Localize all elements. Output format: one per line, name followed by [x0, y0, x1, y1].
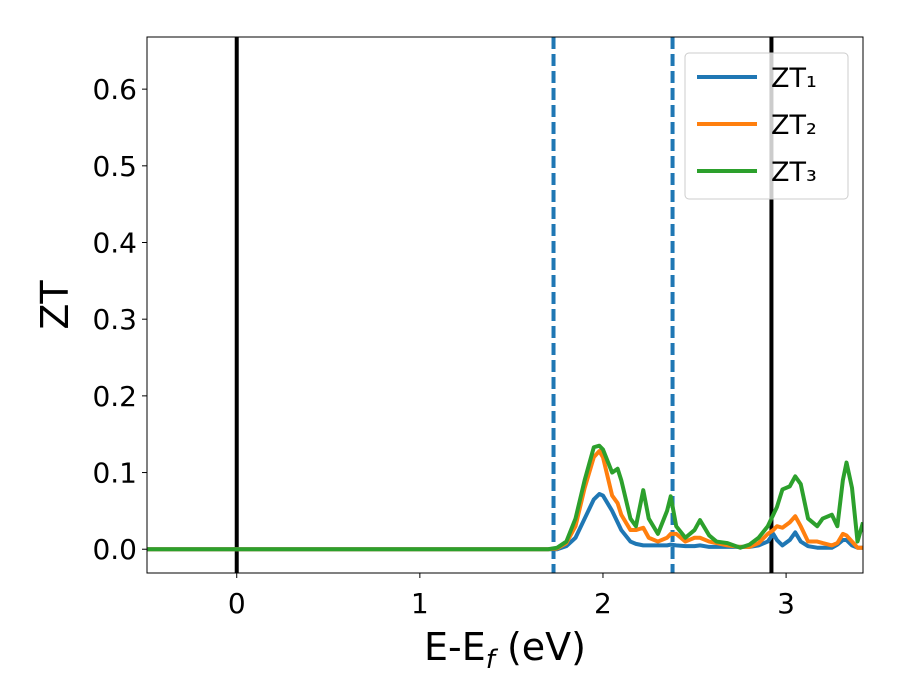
axes-frame [146, 36, 864, 574]
axes: 0 1 2 3 0.0 0.1 0.2 0.3 0.4 0.5 0.6 [92, 73, 795, 620]
x-tick-label: 0 [228, 587, 246, 620]
x-tick-label: 2 [594, 587, 612, 620]
y-tick-label: 0.5 [92, 150, 137, 183]
x-tick-label: 3 [777, 587, 795, 620]
legend-box [684, 52, 849, 200]
x-label-suffix: (eV) [495, 625, 586, 669]
legend-label: ZT₃ [771, 157, 817, 188]
y-tick-label: 0.1 [92, 457, 137, 490]
legend: ZT₁ ZT₂ ZT₃ [684, 52, 849, 200]
series-line [147, 492, 863, 552]
y-tick-label: 0.3 [92, 303, 137, 336]
y-axis-label: ZT [33, 280, 77, 330]
x-tick-label: 1 [411, 587, 429, 620]
y-tick-label: 0.6 [92, 73, 137, 106]
x-label-text: E-E [424, 625, 486, 669]
y-tick-label: 0.2 [92, 380, 137, 413]
series-line [147, 443, 863, 552]
legend-label: ZT₁ [771, 63, 817, 94]
series-line [147, 449, 863, 552]
x-axis-label: E-Ef (eV) [424, 625, 586, 675]
y-tick-label: 0.0 [92, 533, 137, 566]
legend-label: ZT₂ [771, 110, 817, 141]
y-tick-label: 0.4 [92, 227, 137, 260]
